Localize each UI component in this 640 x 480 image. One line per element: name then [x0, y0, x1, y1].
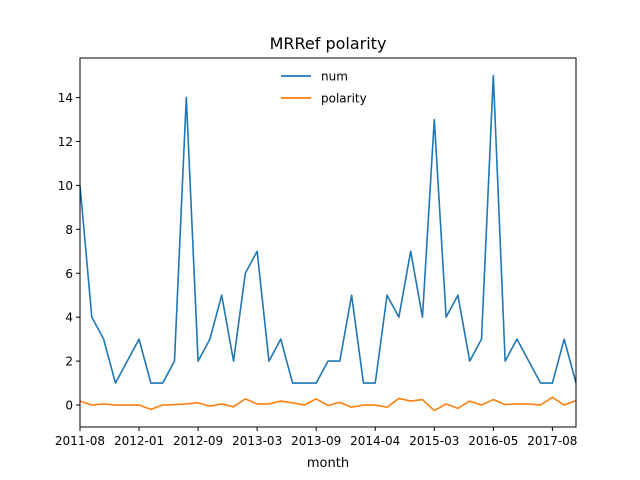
series-line-num	[79, 74, 577, 384]
y-tick-label: 10	[58, 179, 73, 193]
y-tick-label: 2	[65, 355, 73, 369]
x-tick-label: 2017-08	[527, 434, 577, 448]
series-line-polarity	[79, 396, 577, 412]
x-tick-label: 2013-03	[232, 434, 282, 448]
x-tick-label: 2016-05	[468, 434, 518, 448]
y-tick-label: 4	[65, 311, 73, 325]
legend-label-polarity: polarity	[321, 92, 367, 106]
legend: num polarity	[281, 70, 367, 106]
x-tick-label: 2014-04	[350, 434, 400, 448]
y-tick-label: 14	[58, 91, 73, 105]
x-tick-label: 2012-09	[173, 434, 223, 448]
x-tick-label: 2011-08	[55, 434, 105, 448]
x-axis-label: month	[307, 456, 349, 471]
chart-title: MRRef polarity	[270, 34, 387, 53]
plot-frame	[79, 57, 577, 428]
y-tick-label: 0	[65, 399, 73, 413]
legend-label-num: num	[321, 70, 348, 84]
y-tick-label: 6	[65, 267, 73, 281]
x-tick-label: 2013-09	[291, 434, 341, 448]
y-tick-label: 8	[65, 223, 73, 237]
y-tick-label: 12	[58, 135, 73, 149]
x-tick-label: 2012-01	[114, 434, 164, 448]
x-tick-label: 2015-03	[409, 434, 459, 448]
